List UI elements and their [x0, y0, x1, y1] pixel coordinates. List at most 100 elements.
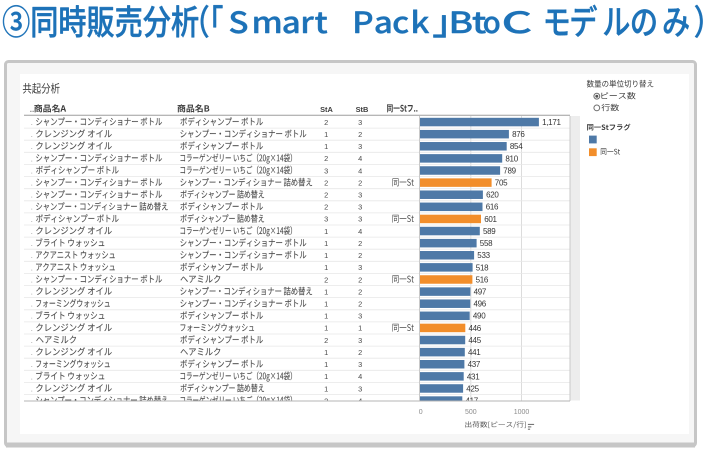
svg-text:3: 3 — [358, 142, 362, 151]
svg-text:425: 425 — [466, 384, 479, 393]
svg-text:1: 1 — [324, 251, 328, 260]
svg-text:1: 1 — [324, 360, 328, 369]
svg-text:2: 2 — [358, 275, 362, 284]
svg-text:.: . — [31, 288, 33, 297]
svg-text:497: 497 — [474, 288, 487, 297]
svg-text:496: 496 — [474, 300, 487, 309]
svg-text:.: . — [31, 191, 33, 200]
svg-text:3: 3 — [358, 312, 362, 321]
svg-text:1: 1 — [324, 142, 328, 151]
svg-text:3: 3 — [358, 191, 362, 200]
svg-text:2: 2 — [324, 118, 328, 127]
svg-text:1: 1 — [324, 348, 328, 357]
svg-text:854: 854 — [510, 142, 523, 151]
svg-text:3: 3 — [358, 263, 362, 272]
svg-text:1: 1 — [324, 263, 328, 272]
svg-text:1: 1 — [324, 239, 328, 248]
svg-text:1000: 1000 — [514, 409, 530, 416]
svg-text:.: . — [31, 312, 33, 321]
svg-text:..: .. — [30, 105, 34, 114]
svg-text:.: . — [31, 384, 33, 393]
svg-text:.: . — [31, 142, 33, 151]
svg-text:.: . — [31, 118, 33, 127]
svg-text:.: . — [31, 263, 33, 272]
svg-text:1: 1 — [358, 324, 362, 333]
svg-text:.: . — [31, 397, 33, 406]
svg-text:789: 789 — [503, 166, 516, 175]
svg-text:558: 558 — [480, 239, 493, 248]
svg-text:0: 0 — [419, 409, 423, 416]
svg-text:4: 4 — [358, 227, 362, 236]
svg-text:3: 3 — [358, 336, 362, 345]
svg-text:.: . — [31, 154, 33, 163]
svg-text:1: 1 — [324, 312, 328, 321]
svg-text:3: 3 — [358, 384, 362, 393]
svg-text:.: . — [31, 251, 33, 260]
svg-text:4: 4 — [358, 396, 362, 405]
svg-text:1: 1 — [324, 227, 328, 236]
svg-text:2: 2 — [324, 203, 328, 212]
svg-text:1,171: 1,171 — [542, 118, 561, 127]
svg-text:4: 4 — [358, 372, 362, 381]
svg-text:441: 441 — [468, 348, 481, 357]
svg-text:1: 1 — [324, 324, 328, 333]
svg-text:431: 431 — [467, 372, 480, 381]
svg-text:3: 3 — [324, 166, 328, 175]
svg-text:500: 500 — [465, 409, 477, 416]
svg-text:.: . — [31, 179, 33, 188]
svg-text:.: . — [31, 239, 33, 248]
svg-text:2: 2 — [324, 275, 328, 284]
svg-text:810: 810 — [505, 154, 518, 163]
svg-text:3: 3 — [358, 215, 362, 224]
svg-text:876: 876 — [512, 130, 525, 139]
svg-text:.: . — [31, 227, 33, 236]
svg-text:2: 2 — [358, 239, 362, 248]
svg-text:.: . — [31, 275, 33, 284]
svg-text:2: 2 — [324, 191, 328, 200]
svg-text:.: . — [31, 203, 33, 212]
svg-text:1: 1 — [324, 287, 328, 296]
svg-text:1: 1 — [324, 372, 328, 381]
svg-text:3: 3 — [358, 118, 362, 127]
svg-text:.: . — [31, 215, 33, 224]
svg-text:437: 437 — [468, 360, 481, 369]
svg-text:4: 4 — [358, 166, 362, 175]
svg-text:.: . — [31, 324, 33, 333]
svg-text:3: 3 — [358, 203, 362, 212]
svg-text:2: 2 — [324, 336, 328, 345]
svg-text:StB: StB — [356, 105, 369, 114]
svg-text:2: 2 — [358, 178, 362, 187]
svg-text:445: 445 — [468, 336, 481, 345]
svg-text:2: 2 — [324, 178, 328, 187]
svg-text:.: . — [31, 130, 33, 139]
svg-text:.: . — [31, 372, 33, 381]
svg-text:StA: StA — [320, 105, 333, 114]
svg-text:.: . — [31, 360, 33, 369]
svg-text:490: 490 — [473, 312, 486, 321]
svg-text:601: 601 — [484, 215, 497, 224]
svg-text:616: 616 — [486, 203, 499, 212]
svg-text:516: 516 — [476, 275, 489, 284]
svg-text:589: 589 — [483, 227, 496, 236]
svg-text:620: 620 — [486, 191, 499, 200]
svg-text:2: 2 — [358, 130, 362, 139]
svg-text:533: 533 — [477, 251, 490, 260]
svg-text:2: 2 — [358, 251, 362, 260]
svg-text:2: 2 — [324, 154, 328, 163]
svg-text:2: 2 — [358, 348, 362, 357]
svg-text:3: 3 — [358, 360, 362, 369]
svg-text:2: 2 — [324, 396, 328, 405]
svg-text:.: . — [31, 300, 33, 309]
svg-text:1: 1 — [324, 384, 328, 393]
svg-text:2: 2 — [358, 300, 362, 309]
svg-text:417: 417 — [466, 397, 479, 406]
svg-text:1: 1 — [324, 300, 328, 309]
svg-text:518: 518 — [476, 263, 489, 272]
svg-text:446: 446 — [469, 324, 482, 333]
svg-text:.: . — [31, 166, 33, 175]
svg-text:3: 3 — [324, 215, 328, 224]
svg-text:.: . — [31, 336, 33, 345]
svg-text:1: 1 — [324, 130, 328, 139]
svg-text:2: 2 — [358, 287, 362, 296]
svg-text:4: 4 — [358, 154, 362, 163]
